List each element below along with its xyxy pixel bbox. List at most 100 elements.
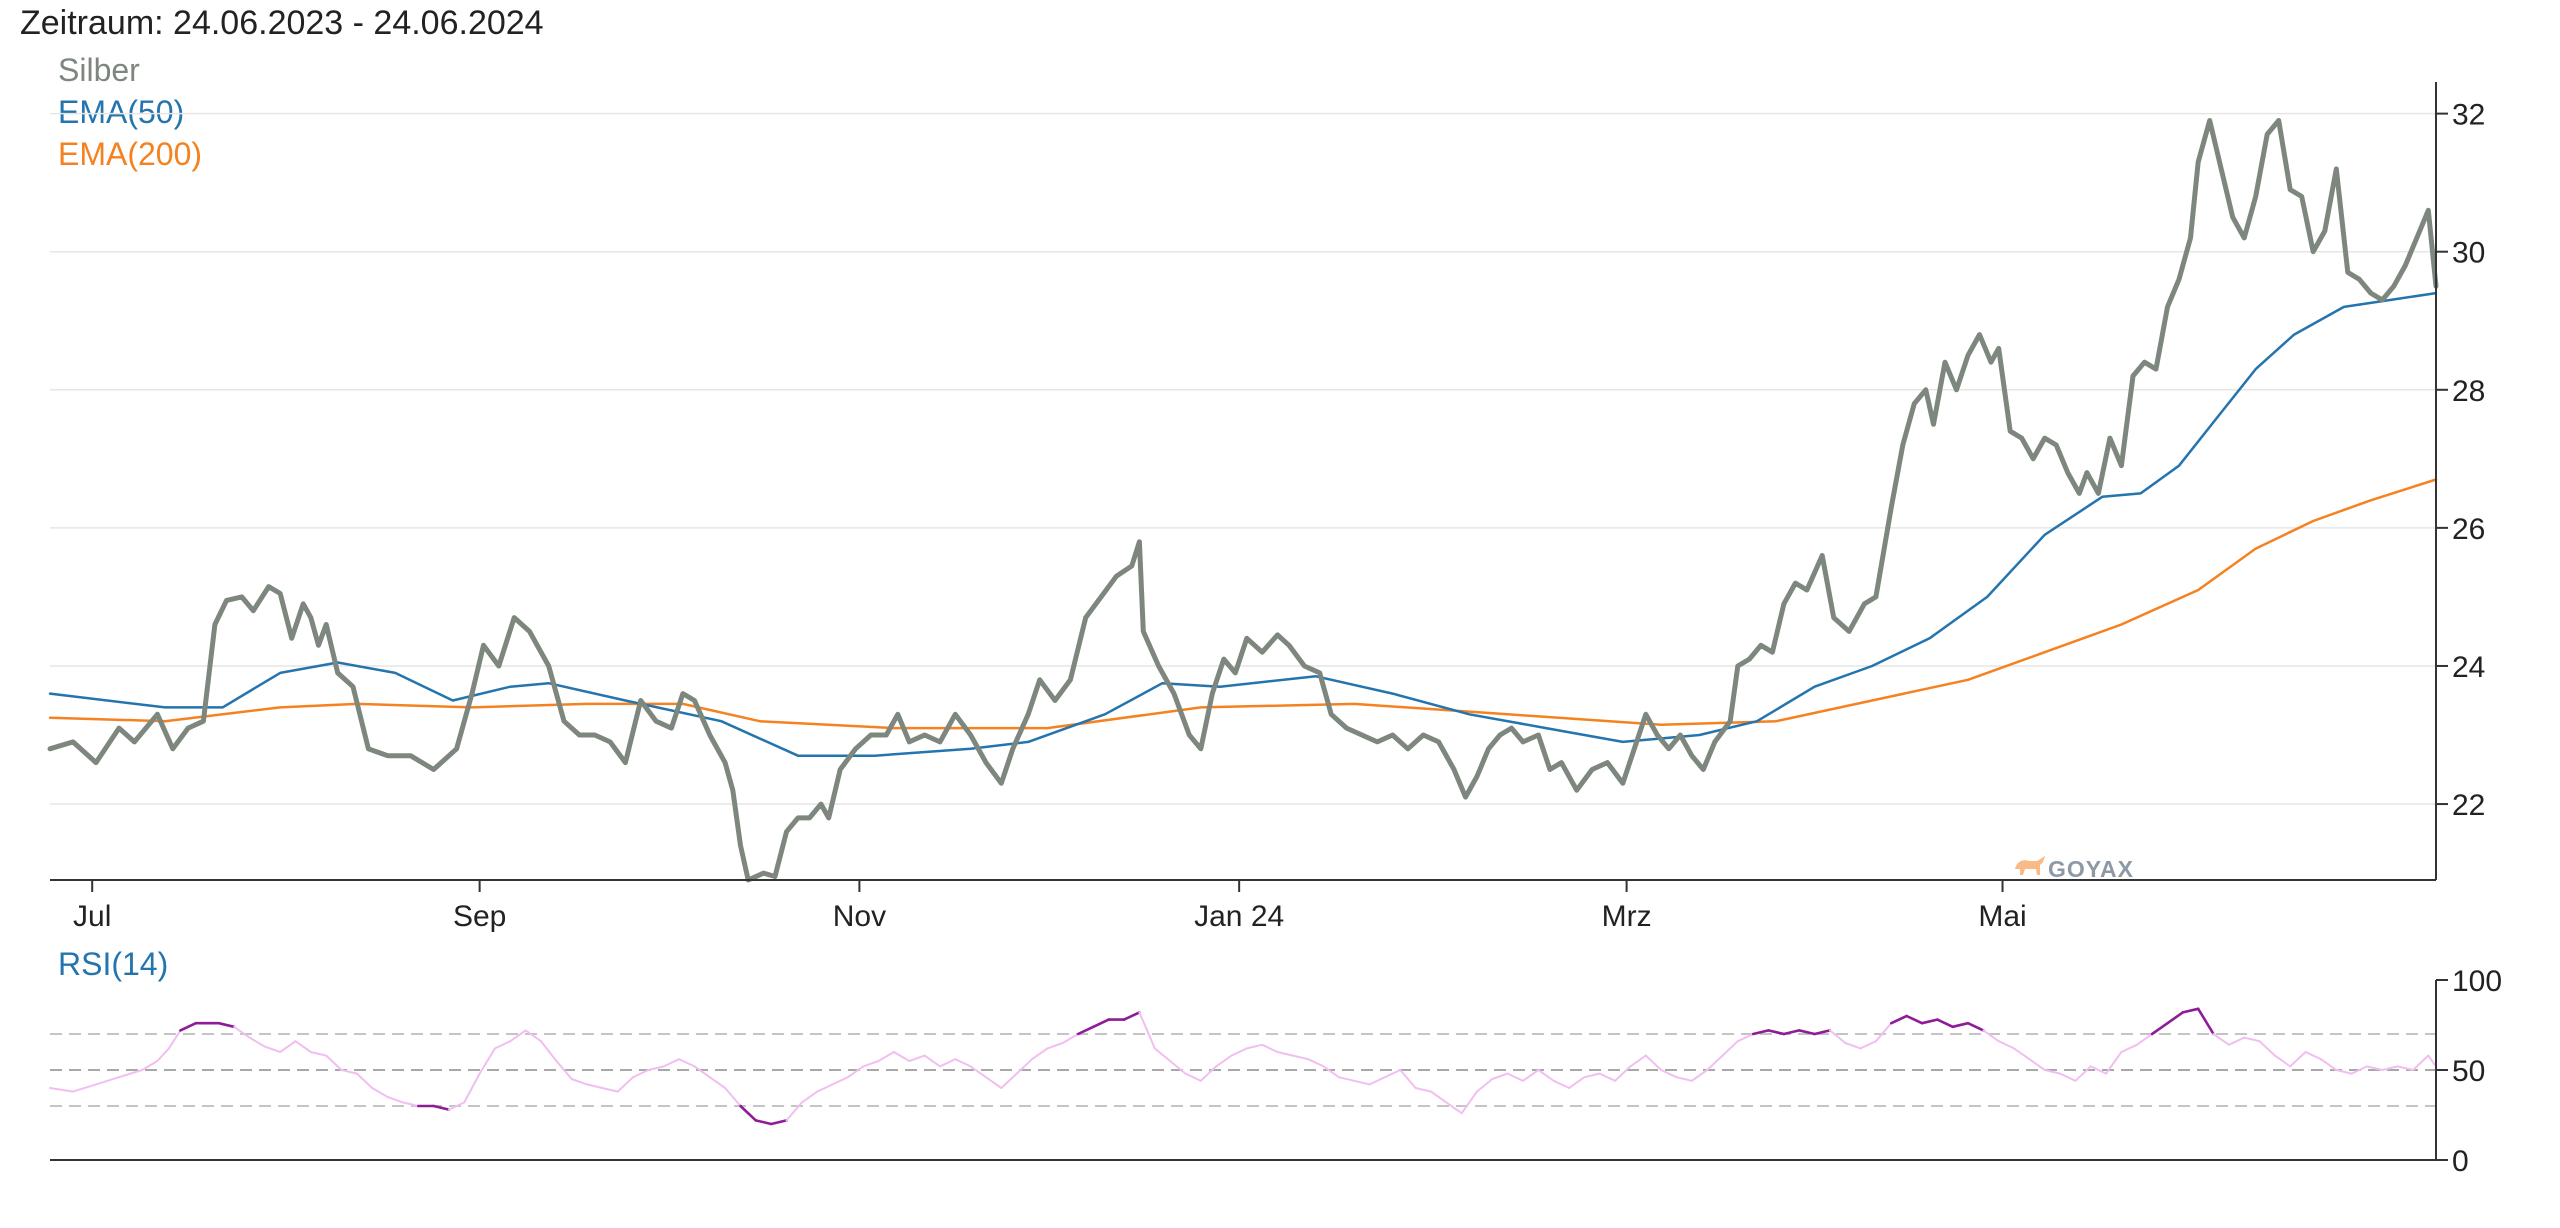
rsi-segment — [1721, 1040, 1739, 1057]
rsi-segment — [1000, 1072, 1018, 1089]
rsi-segment — [2381, 1065, 2399, 1071]
rsi-segment — [401, 1101, 420, 1107]
rsi-segment — [754, 1119, 773, 1126]
rsi-segment — [877, 1051, 895, 1062]
rsi-segment — [1874, 1022, 1893, 1043]
rsi-segment — [2335, 1069, 2353, 1075]
price-gridlines — [50, 112, 2436, 805]
x-tick-label-3: Jan 24 — [1194, 900, 1284, 933]
rsi-segment — [1092, 1018, 1110, 1029]
rsi-segment — [2135, 1033, 2154, 1046]
rsi-segment — [524, 1029, 542, 1043]
rsi-segment — [1751, 1029, 1770, 1036]
rsi-segment — [509, 1029, 527, 1043]
rsi-segment — [1966, 1021, 1985, 1032]
rsi-segment — [2350, 1065, 2368, 1075]
rsi-segment — [1491, 1072, 1509, 1080]
rsi-segment — [708, 1076, 727, 1089]
rsi-segment — [1583, 1072, 1601, 1079]
rsi-segment — [1706, 1054, 1724, 1071]
rsi-segment — [141, 1060, 159, 1071]
rsi-segment — [2074, 1065, 2092, 1082]
rsi-segment — [647, 1065, 665, 1071]
rsi-segment — [2013, 1047, 2031, 1061]
rsi-segment — [2089, 1065, 2108, 1075]
y-tick-label-30: 30 — [2452, 237, 2485, 270]
rsi-segment — [1031, 1047, 1049, 1061]
rsi-segment — [862, 1060, 880, 1068]
rsi-segment — [1905, 1014, 1924, 1025]
rsi-segment — [1291, 1054, 1310, 1061]
rsi-segment — [1430, 1090, 1448, 1104]
rsi-segment — [1061, 1033, 1080, 1044]
ema50-line — [48, 291, 2438, 757]
rsi-segment — [1322, 1065, 1340, 1079]
rsi-segment — [1997, 1040, 2015, 1050]
rsi-segment — [1844, 1042, 1862, 1050]
rsi-tick-label-50: 50 — [2452, 1055, 2485, 1088]
rsi-segment — [248, 1036, 266, 1048]
rsi-segment — [769, 1119, 788, 1126]
x-tick-label-5: Mai — [1978, 900, 2026, 933]
rsi-segment — [1675, 1076, 1693, 1082]
rsi-segment — [1767, 1029, 1786, 1036]
rsi-segment — [2319, 1058, 2338, 1071]
rsi-segment — [678, 1058, 696, 1068]
x-tick-label-2: Nov — [833, 900, 886, 933]
rsi-segment — [892, 1051, 911, 1062]
rsi-segment — [1890, 1014, 1908, 1025]
rsi-segment — [1522, 1069, 1540, 1082]
rsi-segment — [2150, 1021, 2169, 1036]
rsi-segment — [118, 1069, 144, 1079]
rsi-segment — [1598, 1072, 1617, 1082]
rsi-segment — [2427, 1054, 2437, 1068]
rsi-segment — [263, 1045, 282, 1053]
rsi-segment — [785, 1101, 803, 1122]
rsi-segment — [478, 1047, 496, 1075]
period-label: Zeitraum: 24.06.2023 - 24.06.2024 — [20, 4, 544, 42]
rsi-segment — [1337, 1076, 1356, 1082]
rsi-segment — [2304, 1051, 2322, 1061]
legend-ema200: EMA(200) — [58, 136, 203, 172]
rsi-segment — [340, 1069, 358, 1075]
rsi-series-line — [49, 1007, 2437, 1126]
rsi-segment — [2028, 1058, 2046, 1071]
rsi-segment — [954, 1058, 972, 1068]
rsi-segment — [432, 1104, 451, 1111]
rsi-segment — [1506, 1072, 1524, 1082]
rsi-segment — [1568, 1076, 1586, 1089]
rsi-segment — [2212, 1033, 2230, 1046]
rsi-segment — [1138, 1011, 1156, 1050]
legend-ema50: EMA(50) — [58, 94, 185, 130]
rsi-segment — [923, 1054, 941, 1068]
rsi-segment — [1644, 1054, 1663, 1071]
rsi-segment — [1046, 1042, 1064, 1050]
rsi-axes: 0 50 100 — [50, 965, 2502, 1178]
rsi-segment — [1076, 1025, 1095, 1036]
rsi-segment — [1460, 1090, 1478, 1115]
rsi-segment — [1614, 1065, 1632, 1082]
rsi-segment — [386, 1096, 404, 1104]
goyax-watermark: GOYAX — [2015, 856, 2134, 882]
y-tick-label-28: 28 — [2452, 375, 2485, 408]
rsi-segment — [2412, 1054, 2430, 1071]
legend-silber: Silber — [58, 52, 140, 88]
rsi-segment — [586, 1083, 604, 1089]
x-tick-label-1: Sep — [453, 900, 506, 933]
rsi-segment — [233, 1025, 251, 1039]
rsi-segment — [1552, 1079, 1571, 1089]
watermark-text: GOYAX — [2048, 856, 2134, 882]
rsi-segment — [2227, 1036, 2246, 1046]
rsi-segment — [1015, 1058, 1033, 1075]
rsi-segment — [1736, 1033, 1755, 1043]
rsi-segment — [1353, 1079, 1371, 1086]
rsi-segment — [309, 1051, 328, 1057]
rsi-segment — [279, 1040, 297, 1053]
rsi-segment — [2043, 1069, 2062, 1075]
rsi-segment — [1951, 1021, 1970, 1029]
rsi-segment — [2181, 1007, 2200, 1014]
rsi-segment — [1261, 1043, 1279, 1053]
rsi-segment — [1307, 1058, 1325, 1068]
rsi-panel-title: RSI(14) — [58, 946, 169, 982]
rsi-segment — [2196, 1007, 2215, 1036]
